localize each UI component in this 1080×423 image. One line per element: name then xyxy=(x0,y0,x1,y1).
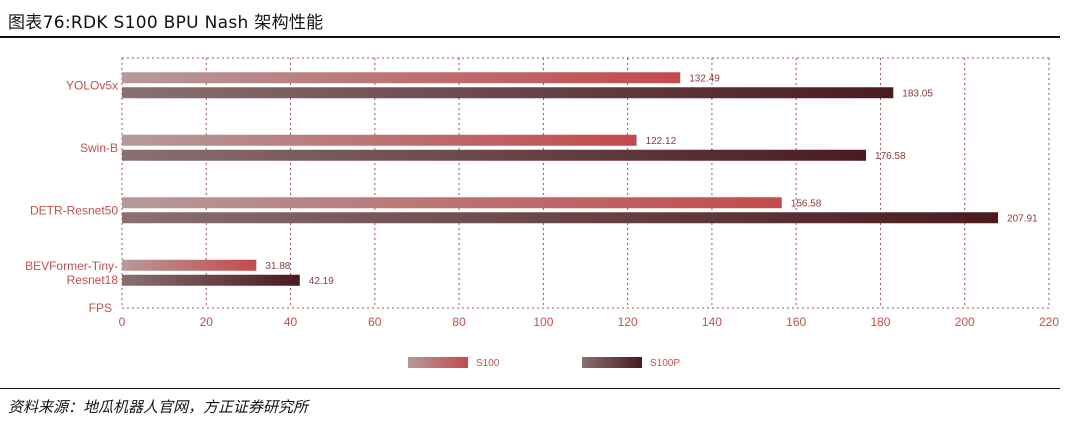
bar-s100 xyxy=(122,134,637,146)
x-tick-label: 180 xyxy=(870,315,890,329)
bar-s100p xyxy=(122,274,300,286)
legend-label: S100 xyxy=(476,358,500,369)
figure-title: 图表76:RDK S100 BPU Nash 架构性能 xyxy=(8,13,324,33)
x-tick-label: 160 xyxy=(786,315,806,329)
x-tick-label: 220 xyxy=(1039,315,1059,329)
x-tick-label: 140 xyxy=(702,315,722,329)
source-rule xyxy=(0,388,1060,389)
y-category-label: Swin-B xyxy=(80,141,118,155)
bar-s100p xyxy=(122,212,999,224)
x-tick-label: 200 xyxy=(955,315,975,329)
bar-s100 xyxy=(122,72,681,84)
data-label: 42.19 xyxy=(309,276,334,287)
x-tick-label: 0 xyxy=(119,315,126,329)
bar-s100p xyxy=(122,149,867,161)
data-label: 31.88 xyxy=(265,261,290,272)
y-category-label: BEVFormer-Tiny- xyxy=(25,259,118,273)
x-tick-label: 100 xyxy=(533,315,553,329)
x-axis-title: FPS xyxy=(89,301,112,315)
data-label: 156.58 xyxy=(791,198,822,209)
bar-s100 xyxy=(122,197,782,209)
y-category-label: YOLOv5x xyxy=(66,78,118,92)
title-rule xyxy=(0,36,1060,38)
y-category-label: DETR-Resnet50 xyxy=(30,203,118,217)
x-tick-label: 20 xyxy=(200,315,214,329)
x-tick-label: 40 xyxy=(284,315,298,329)
x-tick-label: 80 xyxy=(452,315,466,329)
data-label: 183.05 xyxy=(902,88,933,99)
bar-s100 xyxy=(122,259,257,271)
data-label: 176.58 xyxy=(875,151,906,162)
legend-label: S100P xyxy=(650,358,680,369)
bar-s100p xyxy=(122,87,894,99)
bar-chart: 132.49 183.05 122.12 176.58 156.58 207.91 31.8… xyxy=(25,57,1059,369)
source-note: 资料来源：地瓜机器人官网，方正证券研究所 xyxy=(8,398,309,416)
y-category-label: Resnet18 xyxy=(67,273,119,287)
data-label: 207.91 xyxy=(1007,213,1038,224)
data-label: 132.49 xyxy=(689,73,720,84)
x-tick-label: 120 xyxy=(618,315,638,329)
x-tick-label: 60 xyxy=(368,315,382,329)
data-label: 122.12 xyxy=(646,136,677,147)
legend-swatch xyxy=(408,357,468,368)
legend-swatch xyxy=(582,357,642,368)
